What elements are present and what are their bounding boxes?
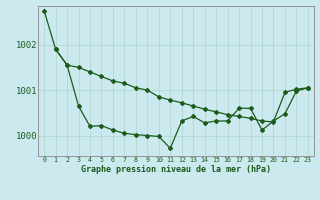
X-axis label: Graphe pression niveau de la mer (hPa): Graphe pression niveau de la mer (hPa) xyxy=(81,165,271,174)
